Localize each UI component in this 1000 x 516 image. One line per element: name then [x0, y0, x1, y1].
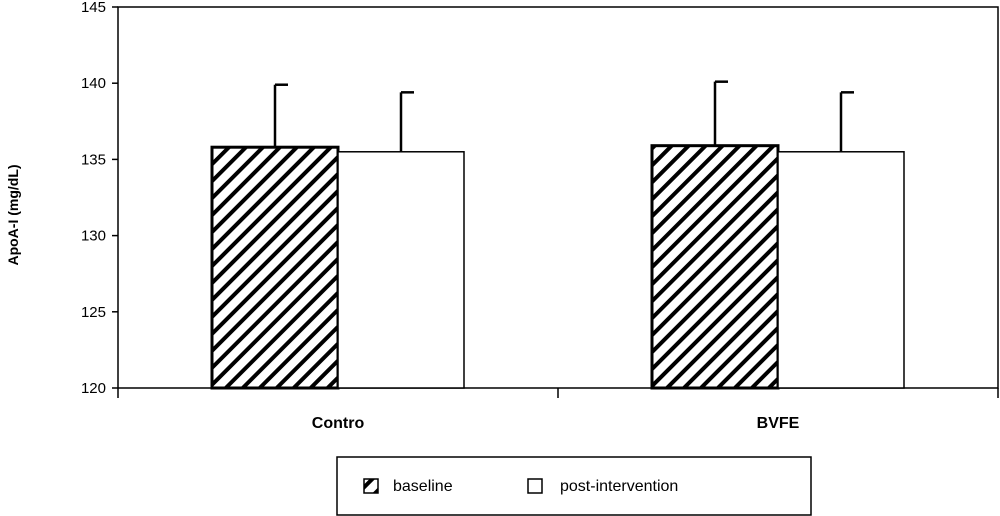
bars	[210, 80, 905, 390]
legend-swatch-post-intervention	[527, 478, 543, 494]
y-tick-label: 130	[81, 228, 106, 245]
legend-label-baseline: baseline	[393, 478, 453, 495]
legend-box	[336, 456, 812, 516]
y-tick-label: 145	[81, 0, 106, 16]
category-label: BVFE	[757, 415, 800, 432]
y-axis-title: ApoA-I (mg/dL)	[5, 164, 21, 265]
axes: 120 125 130 135 140 145	[81, 0, 999, 398]
category-labels: Contro BVFE	[312, 415, 800, 432]
legend-label-post-intervention: post-intervention	[560, 478, 678, 495]
category-label: Contro	[312, 415, 365, 432]
bar-baseline-BVFE	[650, 144, 780, 390]
legend: baseline post-intervention	[336, 456, 812, 516]
legend-swatch-baseline	[363, 478, 379, 494]
y-tick-label: 135	[81, 151, 106, 168]
y-tick-label: 125	[81, 304, 106, 321]
y-tick-label: 140	[81, 75, 106, 92]
bar-post-intervention-BVFE	[777, 151, 905, 389]
bar-baseline-Contro	[210, 145, 340, 390]
bar-post-intervention-Contro	[337, 151, 465, 389]
y-tick-label: 120	[81, 380, 106, 397]
